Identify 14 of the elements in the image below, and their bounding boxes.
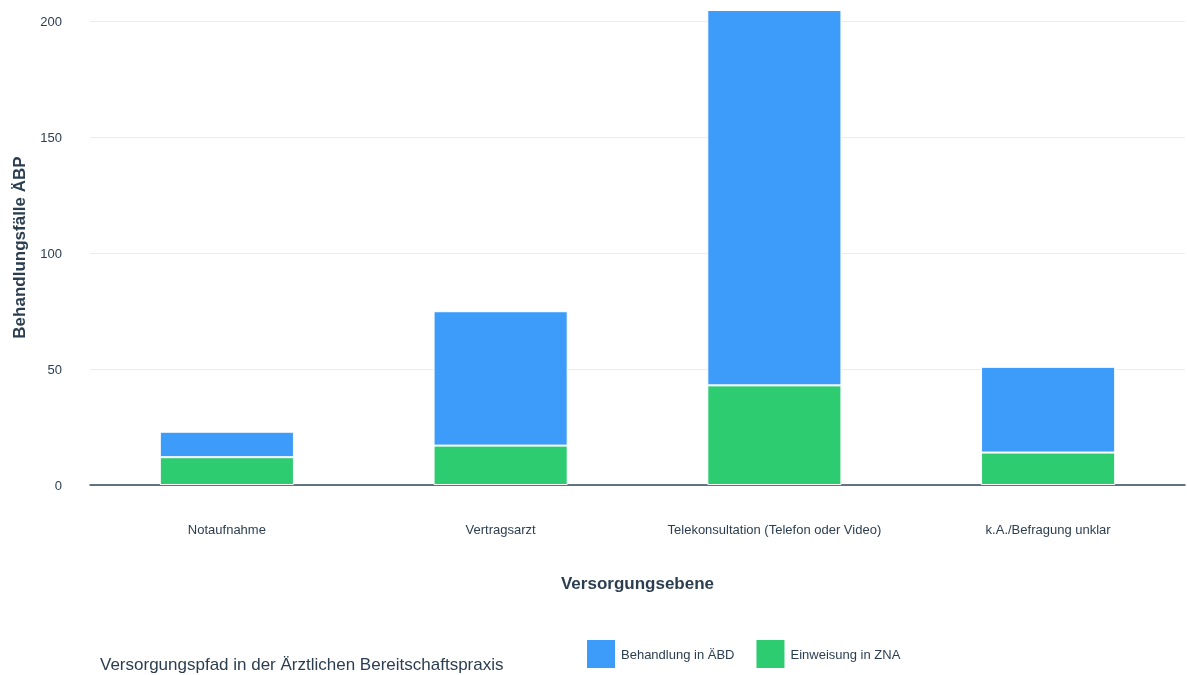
x-tick-label: Vertragsarzt [465, 522, 537, 537]
y-tick-label: 50 [47, 361, 62, 377]
x-tick-label: Telekonsultation (Telefon oder Video) [667, 522, 882, 537]
y-tick-label: 0 [54, 477, 62, 493]
x-axis-title: Versorgungsebene [560, 574, 715, 593]
x-tick-label: k.A./Befragung unklar [985, 522, 1112, 537]
y-tick-label: 200 [40, 14, 62, 30]
y-tick-label: 100 [40, 245, 62, 261]
legend-label: Behandlung in ÄBD [621, 646, 735, 662]
legend-label: Einweisung in ZNA [790, 646, 901, 662]
x-tick-label: Notaufnahme [187, 522, 266, 537]
y-tick-label: 150 [40, 129, 62, 145]
legend-title: Versorgungspfad in der Ärztlichen Bereitschaftspraxis [100, 655, 504, 674]
y-axis-title: Behandlungsfälle ÄBP [10, 156, 29, 339]
